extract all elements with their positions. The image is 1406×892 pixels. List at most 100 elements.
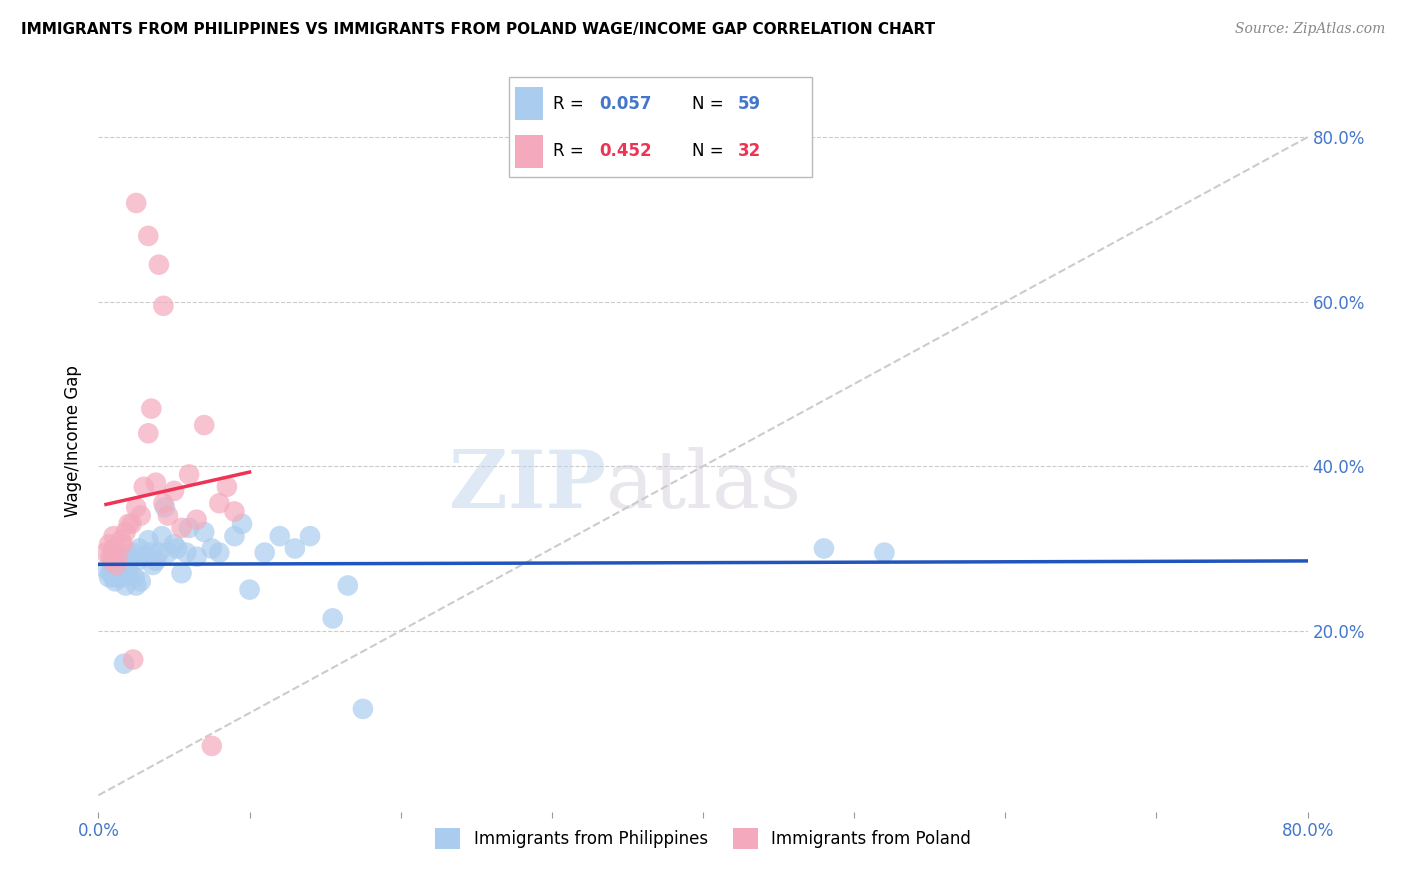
- Point: [193, 418, 215, 433]
- Point: [336, 578, 359, 592]
- Point: [352, 702, 374, 716]
- Point: [107, 554, 129, 568]
- Point: [125, 578, 148, 592]
- Point: [94, 546, 117, 560]
- Y-axis label: Wage/Income Gap: Wage/Income Gap: [65, 366, 83, 517]
- Point: [136, 228, 159, 243]
- Point: [284, 541, 307, 556]
- FancyBboxPatch shape: [516, 136, 543, 168]
- Point: [136, 533, 159, 548]
- Point: [115, 566, 138, 581]
- Point: [132, 549, 155, 564]
- Point: [153, 500, 176, 515]
- Point: [150, 529, 173, 543]
- Point: [224, 504, 246, 518]
- Text: N =: N =: [692, 142, 728, 160]
- Point: [111, 570, 134, 584]
- Text: 0.452: 0.452: [599, 142, 651, 160]
- Point: [98, 570, 121, 584]
- Point: [100, 549, 122, 564]
- Point: [105, 549, 128, 564]
- Point: [125, 500, 148, 515]
- Point: [269, 529, 291, 543]
- Point: [299, 529, 322, 543]
- Point: [129, 508, 152, 523]
- Text: 59: 59: [738, 95, 761, 112]
- FancyBboxPatch shape: [516, 87, 543, 120]
- Point: [107, 549, 129, 564]
- Point: [156, 546, 179, 560]
- Point: [105, 558, 128, 572]
- Point: [122, 546, 145, 560]
- Point: [163, 537, 186, 551]
- Text: ZIP: ZIP: [450, 447, 606, 525]
- Point: [94, 562, 117, 576]
- Point: [122, 652, 145, 666]
- Point: [239, 582, 262, 597]
- Text: R =: R =: [553, 95, 589, 112]
- Point: [166, 541, 188, 556]
- Point: [118, 562, 141, 576]
- Point: [179, 467, 201, 482]
- Point: [174, 546, 197, 560]
- Point: [120, 554, 142, 568]
- Point: [110, 533, 132, 548]
- Point: [100, 566, 122, 581]
- Text: atlas: atlas: [606, 447, 801, 525]
- Point: [103, 529, 125, 543]
- Point: [134, 549, 156, 564]
- Point: [170, 566, 193, 581]
- Point: [111, 537, 134, 551]
- Text: 32: 32: [738, 142, 762, 160]
- FancyBboxPatch shape: [509, 77, 813, 178]
- Point: [112, 657, 135, 671]
- Point: [145, 554, 167, 568]
- Point: [145, 475, 167, 490]
- Text: N =: N =: [692, 95, 728, 112]
- Text: R =: R =: [553, 142, 589, 160]
- Point: [322, 611, 344, 625]
- Point: [129, 574, 152, 589]
- Point: [193, 524, 215, 539]
- Point: [152, 496, 174, 510]
- Point: [231, 516, 253, 531]
- Point: [104, 541, 127, 556]
- Point: [208, 496, 231, 510]
- Point: [170, 521, 193, 535]
- Point: [104, 574, 127, 589]
- Point: [148, 546, 170, 560]
- Point: [141, 401, 163, 416]
- Point: [127, 554, 149, 568]
- Point: [114, 566, 136, 581]
- Point: [110, 562, 132, 576]
- Point: [813, 541, 835, 556]
- Legend: Immigrants from Philippines, Immigrants from Poland: Immigrants from Philippines, Immigrants …: [429, 822, 977, 855]
- Point: [873, 546, 896, 560]
- Point: [103, 570, 125, 584]
- Point: [136, 426, 159, 441]
- Point: [114, 578, 136, 592]
- Point: [103, 541, 125, 556]
- Point: [141, 546, 163, 560]
- Text: Source: ZipAtlas.com: Source: ZipAtlas.com: [1234, 22, 1385, 37]
- Point: [215, 480, 238, 494]
- Text: IMMIGRANTS FROM PHILIPPINES VS IMMIGRANTS FROM POLAND WAGE/INCOME GAP CORRELATIO: IMMIGRANTS FROM PHILIPPINES VS IMMIGRANT…: [21, 22, 935, 37]
- Point: [253, 546, 276, 560]
- Text: 0.057: 0.057: [599, 95, 651, 112]
- Point: [156, 508, 179, 523]
- Point: [121, 549, 143, 564]
- Point: [224, 529, 246, 543]
- Point: [201, 739, 224, 753]
- Point: [148, 258, 170, 272]
- Point: [121, 516, 143, 531]
- Point: [105, 566, 128, 581]
- Point: [101, 554, 124, 568]
- Point: [163, 483, 186, 498]
- Point: [98, 537, 121, 551]
- Point: [201, 541, 224, 556]
- Point: [186, 549, 208, 564]
- Point: [107, 570, 129, 584]
- Point: [128, 541, 150, 556]
- Point: [142, 558, 165, 572]
- Point: [152, 299, 174, 313]
